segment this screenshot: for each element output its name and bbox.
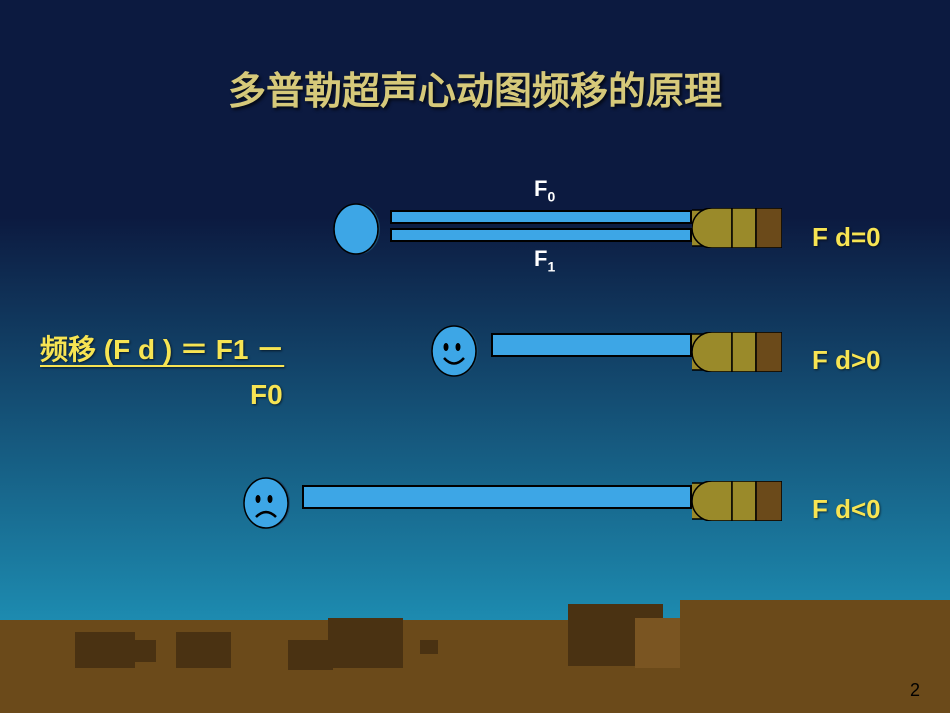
page-number: 2 — [910, 680, 920, 701]
f1-label: F1 — [534, 246, 555, 274]
f0-label: F0 — [534, 176, 555, 204]
wave-beam-returning — [390, 228, 692, 242]
wave-beam-outgoing — [390, 210, 692, 224]
ground-block — [328, 618, 403, 668]
frequency-shift-formula: 频移 (F d ) ＝ F1 － F0 — [40, 328, 284, 418]
cell-frown-icon — [240, 477, 292, 529]
cell-neutral-icon — [330, 203, 382, 255]
slide-title: 多普勒超声心动图频移的原理 — [0, 60, 950, 115]
formula-line-2: F0 — [250, 373, 283, 418]
doppler-shift-label: F d=0 — [812, 222, 881, 253]
ground-block — [288, 640, 333, 670]
ultrasound-probe-icon — [692, 481, 782, 521]
wave-beam — [302, 485, 692, 509]
wave-beam — [491, 333, 692, 357]
ground-block — [176, 632, 231, 668]
formula-line-1: 频移 (F d ) ＝ F1 － — [40, 334, 284, 365]
ultrasound-probe-icon — [692, 332, 782, 372]
doppler-shift-label: F d>0 — [812, 345, 881, 376]
cell-smile-icon — [428, 325, 480, 377]
ground-block — [118, 645, 128, 655]
ultrasound-probe-icon — [692, 208, 782, 248]
ground-block — [134, 640, 156, 662]
ground-block — [420, 640, 438, 654]
ground-block — [680, 600, 950, 675]
doppler-shift-label: F d<0 — [812, 494, 881, 525]
